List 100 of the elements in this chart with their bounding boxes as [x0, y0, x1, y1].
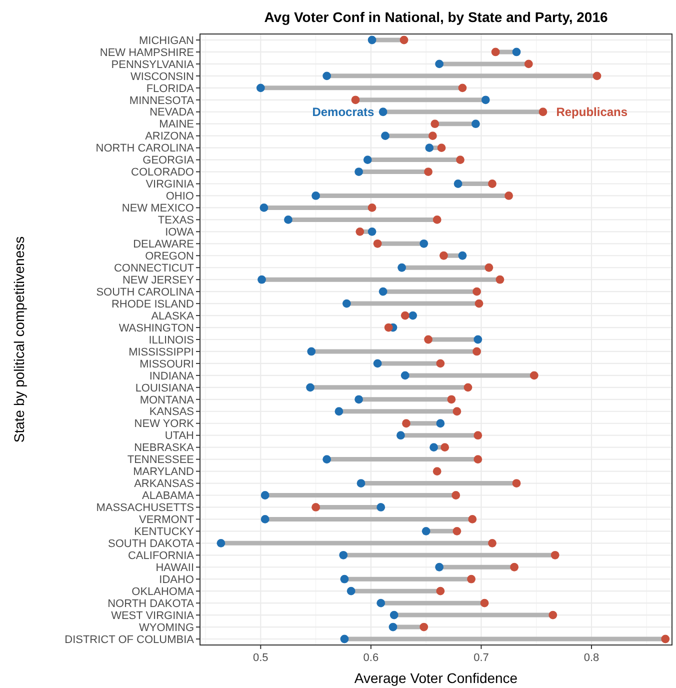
point — [538, 108, 548, 116]
point — [408, 311, 418, 320]
y-tick-label: PENNSYLVANIA — [111, 58, 195, 71]
y-tick-label: NEVADA — [150, 106, 195, 119]
point — [307, 347, 316, 356]
point — [452, 491, 460, 500]
point — [436, 419, 445, 428]
point — [452, 407, 462, 416]
point — [472, 347, 482, 356]
point — [256, 84, 265, 92]
point — [373, 359, 382, 368]
y-tick-label: FLORIDA — [146, 82, 195, 95]
y-tick-label: UTAH — [164, 430, 194, 442]
point — [378, 108, 388, 116]
y-tick-label: LOUISIANA — [135, 382, 195, 394]
y-tick-label: KENTUCKY — [134, 526, 195, 538]
point — [384, 323, 393, 332]
point — [436, 359, 445, 368]
y-tick-label: MISSOURI — [140, 358, 194, 370]
y-tick-label: TENNESSEE — [127, 454, 194, 466]
x-tick-label: 0.7 — [474, 652, 489, 664]
point — [472, 287, 482, 296]
y-tick-label: NEW YORK — [134, 418, 195, 430]
y-tick-label: OREGON — [145, 250, 194, 262]
y-tick-label: VERMONT — [139, 514, 194, 526]
point — [376, 503, 386, 512]
y-tick-label: OHIO — [166, 190, 194, 203]
point — [458, 251, 467, 260]
point — [322, 72, 332, 80]
point — [424, 168, 432, 176]
y-tick-label: TEXAS — [158, 214, 194, 227]
point — [474, 455, 482, 464]
x-tick-label: 0.5 — [253, 652, 268, 664]
y-tick-label: MASSACHUSETTS — [96, 502, 194, 514]
point — [488, 538, 496, 548]
point — [378, 287, 388, 296]
point — [351, 96, 360, 104]
y-tick-label: SOUTH CAROLINA — [96, 286, 195, 298]
y-tick-label: MINNESOTA — [129, 94, 195, 107]
y-tick-label: NEW HAMPSHIRE — [100, 46, 194, 59]
point — [440, 443, 450, 452]
point — [400, 36, 408, 44]
point — [390, 610, 398, 620]
point — [452, 526, 462, 536]
y-tick-label: DELAWARE — [133, 238, 194, 251]
y-tick-label: NEW MEXICO — [122, 202, 194, 215]
point — [592, 72, 602, 80]
point — [312, 503, 320, 512]
point — [430, 120, 440, 128]
y-tick-label: INDIANA — [149, 370, 195, 382]
y-tick-label: MONTANA — [140, 394, 195, 406]
point — [548, 610, 558, 620]
point — [488, 180, 496, 188]
point — [481, 96, 490, 104]
y-tick-label: WEST VIRGINIA — [111, 610, 195, 622]
point — [424, 335, 432, 344]
point — [260, 515, 270, 524]
y-tick-label: MISSISSIPPI — [128, 346, 194, 358]
point — [400, 311, 410, 320]
point — [432, 215, 442, 224]
point — [322, 455, 332, 464]
chart-title: Avg Voter Conf in National, by State and Party, 2016 — [264, 9, 608, 25]
y-tick-label: NORTH DAKOTA — [108, 598, 195, 610]
point — [496, 275, 504, 284]
point — [504, 192, 513, 200]
y-tick-label: IDAHO — [159, 574, 194, 586]
point — [425, 144, 434, 152]
point — [437, 144, 446, 152]
point — [491, 48, 500, 56]
point — [468, 515, 477, 524]
y-tick-label: HAWAII — [156, 562, 194, 574]
point — [346, 586, 356, 596]
point — [420, 622, 428, 632]
y-tick-label: RHODE ISLAND — [111, 298, 194, 310]
point — [474, 299, 484, 308]
point — [428, 132, 437, 140]
point — [402, 419, 410, 428]
point — [467, 574, 476, 584]
point — [368, 36, 376, 44]
point — [550, 550, 560, 560]
point — [381, 132, 390, 140]
point — [464, 383, 472, 392]
point — [334, 407, 344, 416]
y-tick-label: WISCONSIN — [130, 70, 194, 83]
point — [512, 479, 521, 488]
y-tick-label: NEBRASKA — [134, 442, 195, 454]
y-tick-label: NORTH CAROLINA — [96, 142, 195, 155]
y-tick-label: KANSAS — [149, 406, 194, 418]
point — [661, 634, 670, 644]
point — [458, 84, 467, 92]
point — [435, 60, 444, 68]
point — [340, 634, 349, 644]
point — [368, 227, 376, 236]
point — [354, 395, 364, 404]
point — [398, 263, 406, 272]
point — [284, 215, 292, 224]
point — [422, 526, 430, 536]
y-tick-label: IOWA — [165, 226, 195, 239]
point — [388, 622, 398, 632]
y-tick-label: VIRGINIA — [146, 178, 195, 191]
